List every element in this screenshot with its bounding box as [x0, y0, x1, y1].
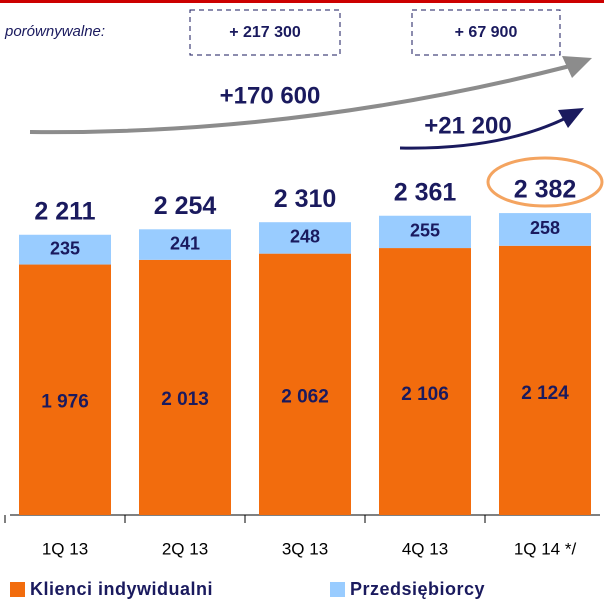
total-label: 2 211 — [34, 197, 95, 225]
annotation: +21 200 — [424, 112, 511, 139]
top-rule — [0, 0, 604, 3]
data-label: 2 062 — [281, 386, 329, 407]
bar-segment — [139, 259, 231, 515]
annotation: + 67 900 — [455, 24, 518, 41]
legend-swatch — [10, 582, 25, 597]
data-label: 248 — [290, 227, 320, 247]
highlight — [486, 156, 604, 208]
data-label: 2 124 — [521, 383, 569, 404]
x-tick-label: 3Q 13 — [282, 539, 328, 558]
total-label: 2 254 — [154, 192, 217, 220]
data-label: 2 106 — [401, 384, 449, 405]
x-tick-label: 2Q 13 — [162, 539, 208, 558]
bar-segment — [139, 229, 231, 260]
annotation: porównywalne: — [4, 23, 105, 40]
total-label: 2 382 — [514, 176, 577, 204]
annotation: + 217 300 — [229, 24, 301, 41]
data-label: 1 976 — [41, 391, 89, 412]
data-label: 241 — [170, 233, 200, 253]
bar-segment — [259, 253, 351, 516]
bar-segment — [499, 245, 591, 515]
bar-segment — [259, 222, 351, 254]
data-label: 258 — [530, 218, 560, 238]
x-tick-label: 1Q 13 — [42, 539, 88, 558]
total-label: 2 361 — [394, 178, 457, 206]
arrow — [29, 64, 571, 135]
x-tick-label: 1Q 14 */ — [514, 539, 577, 558]
legend-label: Klienci indywidualni — [30, 579, 213, 599]
annotation-box — [189, 9, 341, 56]
arrow-head — [558, 108, 584, 128]
data-label: 255 — [410, 221, 440, 241]
arrow — [399, 116, 567, 150]
legend-label: Przedsiębiorcy — [350, 579, 485, 599]
x-tick-label: 4Q 13 — [402, 539, 448, 558]
data-label: 235 — [50, 238, 80, 258]
annotation: +170 600 — [220, 82, 321, 109]
legend-swatch — [330, 582, 345, 597]
arrow-head — [562, 56, 592, 78]
annotation-box — [411, 9, 561, 56]
bar-segment — [499, 213, 591, 246]
bar-segment — [19, 234, 111, 265]
bar-segment — [379, 248, 471, 515]
bar-segment — [19, 264, 111, 515]
bar-segment — [379, 215, 471, 249]
data-label: 2 013 — [161, 389, 209, 410]
total-label: 2 310 — [274, 185, 337, 213]
